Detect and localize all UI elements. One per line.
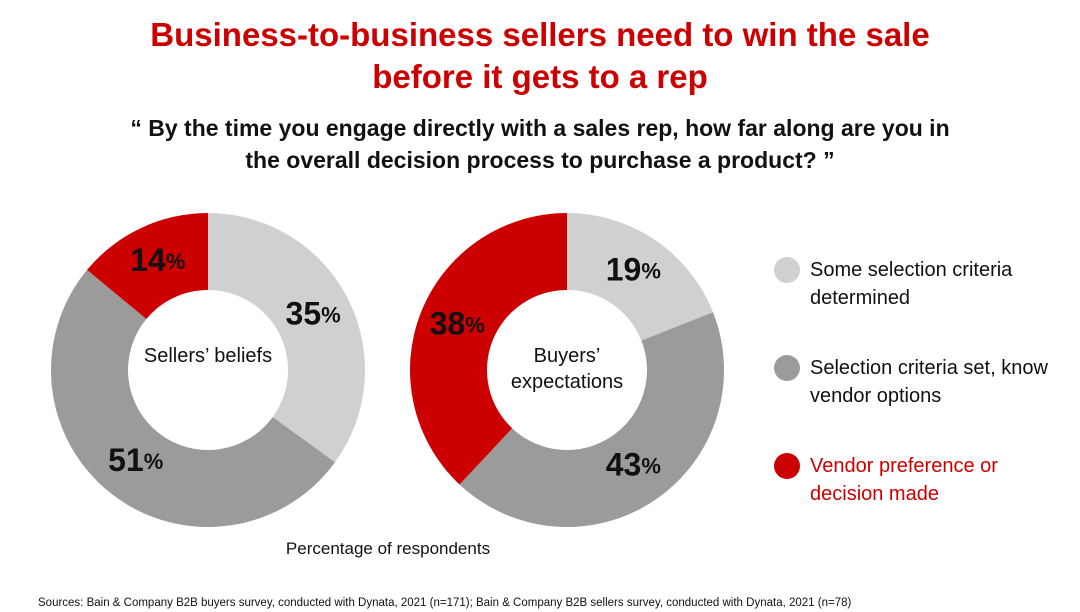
donut-segment bbox=[459, 312, 725, 528]
legend-label: Vendor preference or decision made bbox=[810, 455, 998, 505]
title: Business-to-business sellers need to win… bbox=[150, 16, 930, 95]
donut-segment bbox=[51, 269, 336, 527]
legend-swatch bbox=[774, 355, 800, 381]
legend-label: Selection criteria set, know vendor opti… bbox=[810, 357, 1048, 407]
legend-swatch bbox=[774, 453, 800, 479]
legend-label: Some selection criteria determined bbox=[810, 259, 1013, 309]
value-label: 51% bbox=[108, 443, 163, 479]
value-label: 14% bbox=[130, 243, 185, 279]
donut-segment bbox=[87, 213, 208, 320]
value-label: 35% bbox=[286, 296, 341, 332]
value-label: 43% bbox=[606, 447, 661, 483]
value-label: 38% bbox=[430, 306, 485, 342]
center-label: Sellers’ beliefs bbox=[143, 345, 273, 367]
value-label: 19% bbox=[606, 252, 661, 288]
center-label: Buyers’ expectations bbox=[510, 345, 624, 393]
source: Sources: Bain & Company B2B buyers surve… bbox=[38, 597, 852, 609]
axis-label: Percentage of respondents bbox=[285, 539, 491, 558]
donut-segment bbox=[409, 213, 567, 485]
donut-segment bbox=[208, 213, 366, 463]
donut-segment bbox=[567, 213, 713, 341]
legend-swatch bbox=[774, 257, 800, 283]
question: “ By the time you engage directly with a… bbox=[130, 115, 950, 173]
